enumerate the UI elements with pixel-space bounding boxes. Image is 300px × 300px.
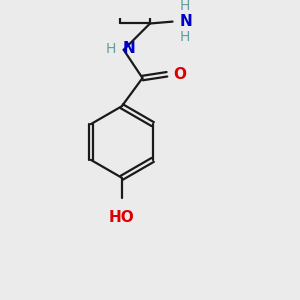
Text: O: O bbox=[173, 67, 187, 82]
Text: H: H bbox=[106, 42, 116, 56]
Text: N: N bbox=[123, 41, 136, 56]
Text: N: N bbox=[180, 14, 193, 29]
Text: H: H bbox=[179, 0, 190, 13]
Text: HO: HO bbox=[109, 210, 135, 225]
Text: H: H bbox=[179, 30, 190, 44]
